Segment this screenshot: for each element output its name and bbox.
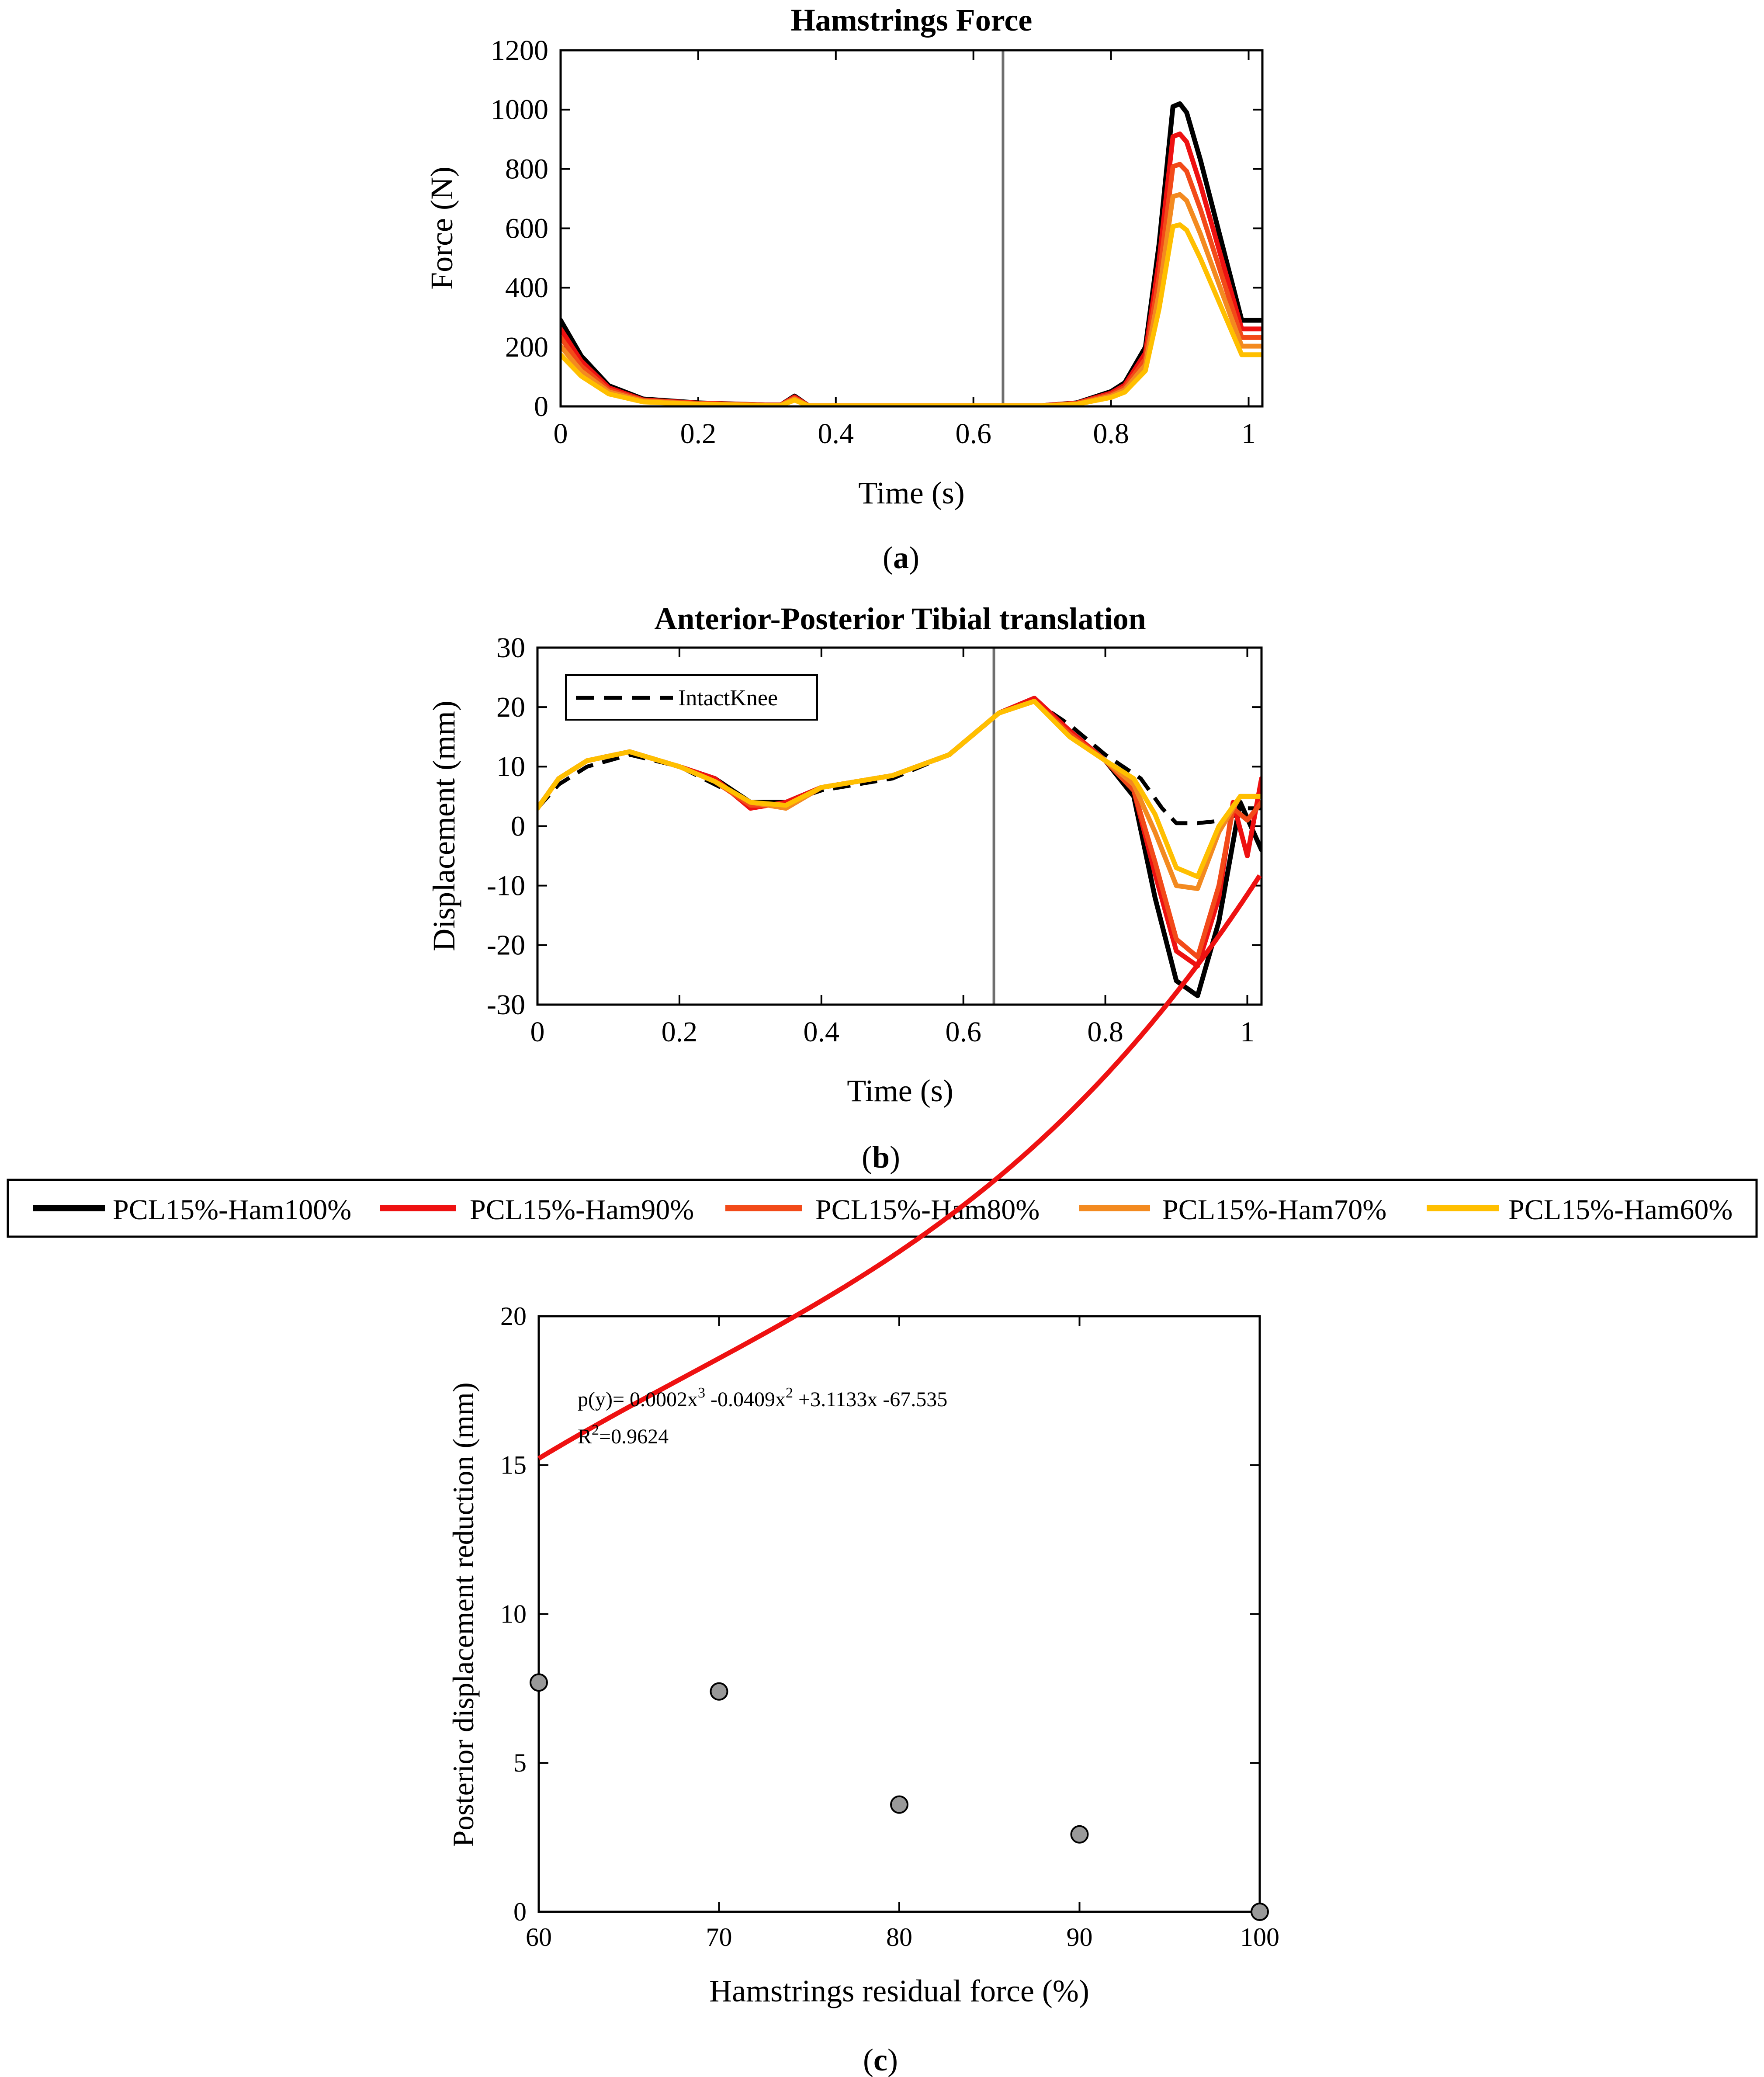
x-tick-label: 0.6 (945, 1016, 981, 1048)
x-tick-label: 1 (1240, 1016, 1255, 1048)
fit-curve (537, 874, 1262, 1461)
panel-b-inner-legend: IntactKnee (565, 674, 818, 721)
y-tick-label: 800 (505, 153, 548, 185)
y-tick-label: 10 (496, 751, 525, 783)
y-tick-label: 400 (505, 272, 548, 304)
legend-label-ham60: PCL15%-Ham60% (1508, 1194, 1733, 1226)
panel-b-ticks: 0 0.2 0.4 0.6 0.8 1 -30 -20 -10 0 10 20 30 (487, 632, 1261, 1048)
data-point (710, 1682, 728, 1701)
x-tick-label: 80 (886, 1923, 912, 1952)
panel-a-xlabel: Time (s) (858, 475, 964, 510)
y-tick-label: 0 (513, 1897, 527, 1926)
y-tick-label: 0 (534, 391, 548, 423)
intact-knee-legend-label: IntactKnee (678, 686, 778, 711)
y-tick-label: 30 (496, 632, 525, 664)
x-tick-label: 0 (530, 1016, 545, 1048)
panel-b-label: (b) (862, 1140, 900, 1175)
x-tick-label: 90 (1067, 1923, 1093, 1952)
panel-b-xlabel: Time (s) (847, 1073, 953, 1108)
series-line-pcl15-ham100 (561, 101, 1262, 406)
legend-label-ham90: PCL15%-Ham90% (470, 1194, 694, 1226)
x-tick-label: 0.4 (804, 1016, 840, 1048)
y-tick-label: 20 (500, 1302, 527, 1331)
y-tick-label: 15 (500, 1451, 527, 1480)
x-tick-label: 100 (1240, 1923, 1279, 1952)
y-tick-label: 1200 (491, 35, 548, 66)
y-tick-label: 5 (513, 1748, 527, 1777)
panel-a-ylabel: Force (N) (424, 166, 459, 290)
panel-a-hamstrings-force: Hamstrings Force 0 0.2 0.4 0.6 0.8 1 0 200 400 60… (424, 3, 1264, 575)
panel-a-label: (a) (883, 540, 919, 575)
series-legend: PCL15%-Ham100% PCL15%-Ham90% PCL15%-Ham8… (7, 1179, 1758, 1238)
x-tick-label: 1 (1241, 418, 1256, 450)
y-tick-label: -10 (487, 870, 525, 902)
panel-c-label: (c) (863, 2042, 898, 2077)
series-line-pcl15-ham80 (561, 162, 1262, 406)
panel-b-axes-box (536, 646, 1263, 1006)
x-tick-label: 0.2 (662, 1016, 698, 1048)
panel-a-series (561, 101, 1262, 406)
y-tick-label: 200 (505, 331, 548, 363)
legend-label-ham100: PCL15%-Ham100% (113, 1194, 351, 1226)
series-line-pcl15-ham60 (537, 699, 1261, 879)
r-squared: R2=0.9624 (578, 1422, 669, 1448)
panel-c-axes-box (537, 1315, 1261, 1913)
y-tick-label: 20 (496, 691, 525, 723)
data-point (1251, 1903, 1269, 1921)
panel-a-ticks: 0 0.2 0.4 0.6 0.8 1 0 200 400 600 800 1000 1200 (491, 35, 1262, 450)
panel-c-xlabel: Hamstrings residual force (%) (709, 1973, 1089, 2008)
legend-label-ham80: PCL15%-Ham80% (815, 1194, 1040, 1226)
y-tick-label: 0 (511, 810, 525, 842)
panel-c-ticks: 60 70 80 90 100 0 5 10 15 20 (500, 1302, 1279, 1952)
data-point (1070, 1825, 1089, 1844)
panel-a-axes-box (559, 49, 1264, 408)
legend-label-ham70: PCL15%-Ham70% (1162, 1194, 1386, 1226)
series-line-intactknee (537, 699, 1261, 825)
y-tick-label: 600 (505, 212, 548, 244)
x-tick-label: 0.6 (955, 418, 991, 450)
panel-b-series (537, 696, 1261, 999)
x-tick-label: 0.4 (818, 418, 854, 450)
panel-b-title: Anterior-Posterior Tibial translation (654, 601, 1146, 636)
y-tick-label: 1000 (491, 94, 548, 126)
x-tick-label: 0.8 (1087, 1016, 1123, 1048)
x-tick-label: 60 (526, 1923, 552, 1952)
x-tick-label: 0.2 (680, 418, 717, 450)
series-line-pcl15-ham70 (561, 192, 1262, 406)
x-tick-label: 70 (706, 1923, 732, 1952)
series-line-pcl15-ham90 (561, 132, 1262, 406)
panel-a-title: Hamstrings Force (791, 3, 1033, 38)
x-tick-label: 0.8 (1093, 418, 1129, 450)
data-point (530, 1673, 548, 1692)
panel-c-series (530, 874, 1269, 1921)
y-tick-label: -20 (487, 929, 525, 961)
regression-equation: p(y)= 0.0002x3 -0.0409x2 +3.1133x -67.53… (578, 1385, 947, 1411)
y-tick-label: -30 (487, 989, 525, 1021)
data-point (890, 1795, 908, 1814)
y-tick-label: 10 (500, 1599, 527, 1628)
panel-b-ylabel: Displacement (mm) (426, 700, 461, 951)
x-tick-label: 0 (554, 418, 568, 450)
panel-c-ylabel: Posterior displacement reduction (mm) (447, 1382, 480, 1847)
